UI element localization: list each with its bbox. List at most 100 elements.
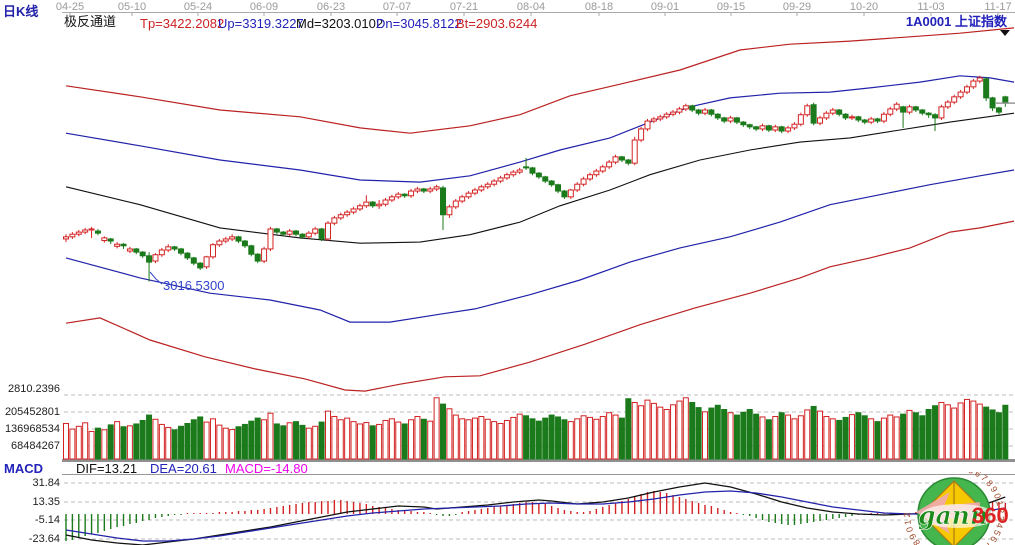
volume-bar [599,415,606,460]
candle-down [190,257,197,264]
volume-bar [1002,404,1009,460]
date-label: 08-04 [516,1,546,13]
volume-bar [989,409,996,460]
candle-up [670,111,677,115]
volume-bar [178,425,185,460]
gann360-logo: 345678901234567890123456789012 gann 360 [902,472,1009,545]
instrument-label[interactable]: 1A0001 上证指数 [905,14,1007,29]
candle-up [222,238,229,242]
volume-bar [63,422,69,460]
volume-bar [139,419,146,460]
candle-up [75,231,82,235]
candle-down [146,255,153,263]
volume-bar [293,421,300,460]
volume-bar [356,423,363,460]
date-label: 11-03 [917,1,945,13]
volume-axis-label: 136968534 [4,423,60,435]
volume-bar [337,419,344,460]
volume-bar [740,411,747,460]
candle-up [951,96,958,103]
volume-bar [638,405,645,460]
volume-bar [241,423,248,460]
volume-bar [925,408,932,460]
candle-up [657,116,664,120]
volume-bar [452,414,459,460]
volume-bar [797,415,804,460]
volume-bar [503,419,510,460]
candle-down [254,253,261,262]
volume-bar [746,408,753,460]
candle-down [842,113,849,119]
candle-down [120,243,127,247]
volume-axis-label: 2810.2396 [8,383,60,395]
candle-down [107,238,114,242]
candle-down [1002,96,1009,104]
volume-bar [753,413,760,460]
volume-bar [344,417,351,460]
date-label: 09-15 [716,1,746,13]
macd-axis-label: 31.84 [32,477,60,489]
candle-up [465,192,472,198]
volume-bar [574,418,581,460]
volume-bar [478,415,485,460]
date-label: 06-09 [249,1,279,13]
date-label: 06-23 [316,1,346,13]
channel-line-up [65,75,1015,183]
volume-bar [759,416,766,460]
date-label: 05-10 [117,1,147,13]
candle-up [478,186,485,191]
volume-bar [983,406,990,460]
dropdown-arrow-icon[interactable] [1000,30,1010,36]
volume-bar [733,414,740,460]
channel-legend-bt: Bt=2903.6244 [456,16,538,31]
candle-up [82,229,89,233]
volume-bar [414,415,421,460]
volume-bar [510,416,517,460]
volume-bar [919,415,926,460]
volume-bar [529,418,536,460]
volume-bar [446,408,453,460]
volume-bar [970,400,977,460]
volume-bar [114,421,121,460]
channel-legend-dn: Dn=3045.8122 [376,16,462,31]
volume-bar [433,397,440,460]
candle-down [369,201,376,207]
volume-bar [695,407,702,460]
volume-bar [471,417,478,460]
candle-up [510,171,517,176]
candle-up [350,208,357,213]
candle-up [497,177,504,182]
candle-down [746,124,753,128]
candle-down [874,118,881,122]
candle-down [523,166,530,169]
volume-bar [146,414,153,460]
volume-bar [542,417,549,460]
volume-bar [772,415,779,460]
candle-down [810,104,817,124]
candle-down [740,121,747,126]
candle-down [235,236,242,242]
volume-bar [107,424,114,460]
candle-up [433,186,440,190]
volume-bar [350,421,357,460]
candle-down [273,228,280,233]
date-label: 04-25 [55,1,85,13]
candle-down [861,119,868,123]
candle-up [727,117,734,122]
candle-down [420,188,427,192]
candle-up [203,256,210,268]
candle-up [631,139,638,164]
volume-bar [938,401,945,460]
candle-down [721,117,728,122]
date-label: 10-20 [849,1,879,13]
candle-up [363,201,370,207]
kline-period-label[interactable]: 日K线 [3,4,39,19]
candle-down [293,230,300,235]
volume-bar [229,429,236,460]
volume-bar [82,422,89,460]
volume-bar [721,408,728,460]
macd-indicator-title[interactable]: MACD [4,461,43,476]
candle-up [586,174,593,180]
volume-bar [75,425,82,460]
